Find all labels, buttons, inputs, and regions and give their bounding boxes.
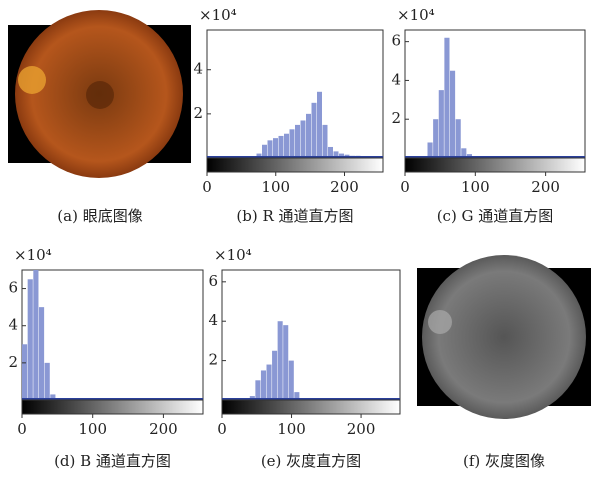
multiplier: ×10⁴ (199, 6, 237, 24)
bar (428, 142, 433, 158)
x-tick-label: 200 (347, 420, 376, 438)
caption: (d) B 通道直方图 (54, 452, 171, 470)
axes-box (405, 30, 585, 158)
macula (86, 81, 114, 109)
caption: (b) R 通道直方图 (236, 207, 353, 225)
y-tick-label: 2 (208, 351, 218, 369)
colorbar (405, 158, 585, 172)
optic-disc (428, 310, 452, 334)
bar (450, 71, 455, 158)
y-tick-label: 4 (208, 311, 218, 329)
x-tick-label: 100 (261, 178, 290, 196)
bar (295, 125, 300, 158)
bar (312, 103, 317, 158)
bar (439, 90, 444, 158)
bar (290, 129, 295, 158)
y-tick-label: 6 (208, 272, 218, 290)
x-tick-label: 0 (202, 178, 212, 196)
x-tick-label: 100 (78, 420, 107, 438)
x-tick-label: 100 (277, 420, 306, 438)
bar (255, 380, 260, 400)
multiplier: ×10⁴ (214, 246, 252, 264)
y-tick-label: 2 (193, 104, 203, 122)
bar (456, 119, 461, 158)
y-tick-label: 4 (391, 70, 401, 88)
bar (433, 119, 438, 158)
y-tick-label: 4 (8, 316, 18, 334)
y-tick-label: 2 (391, 109, 401, 127)
bar (22, 344, 27, 400)
bar (301, 120, 306, 158)
figure: (a) 眼底图像 (f) 灰度图像 240100200×10⁴(b) R 通道直… (0, 0, 601, 473)
bar (33, 270, 38, 400)
bar (261, 370, 266, 400)
bar (323, 125, 328, 158)
y-tick-label: 2 (8, 353, 18, 371)
caption: (e) 灰度直方图 (261, 452, 361, 470)
bar (45, 363, 50, 400)
colorbar (207, 158, 383, 172)
bar (268, 140, 273, 158)
caption: (f) 灰度图像 (463, 452, 545, 470)
x-tick-label: 100 (461, 178, 490, 196)
x-tick-label: 200 (531, 178, 560, 196)
multiplier: ×10⁴ (14, 246, 52, 264)
caption: (a) 眼底图像 (57, 207, 142, 225)
bar (444, 38, 449, 158)
y-tick-label: 6 (391, 32, 401, 50)
multiplier: ×10⁴ (397, 6, 435, 24)
x-tick-label: 200 (330, 178, 359, 196)
y-tick-label: 4 (193, 60, 203, 78)
bar (272, 351, 277, 400)
bar (273, 138, 278, 158)
x-tick-label: 0 (217, 420, 227, 438)
x-tick-label: 0 (400, 178, 410, 196)
bar (267, 365, 272, 400)
bar (28, 279, 33, 400)
bar (283, 325, 288, 400)
bar (284, 134, 289, 158)
caption: (c) G 通道直方图 (437, 207, 554, 225)
bar (39, 307, 44, 400)
bar (278, 321, 283, 400)
axes-box (222, 270, 400, 400)
x-tick-label: 0 (17, 420, 27, 438)
optic-disc (18, 66, 46, 94)
bar (289, 361, 294, 400)
x-tick-label: 200 (149, 420, 178, 438)
gray-disc (422, 255, 586, 419)
colorbar (222, 400, 400, 414)
y-tick-label: 6 (8, 279, 18, 297)
bar (317, 92, 322, 158)
colorbar (22, 400, 203, 414)
bar (306, 114, 311, 158)
bar (279, 136, 284, 158)
